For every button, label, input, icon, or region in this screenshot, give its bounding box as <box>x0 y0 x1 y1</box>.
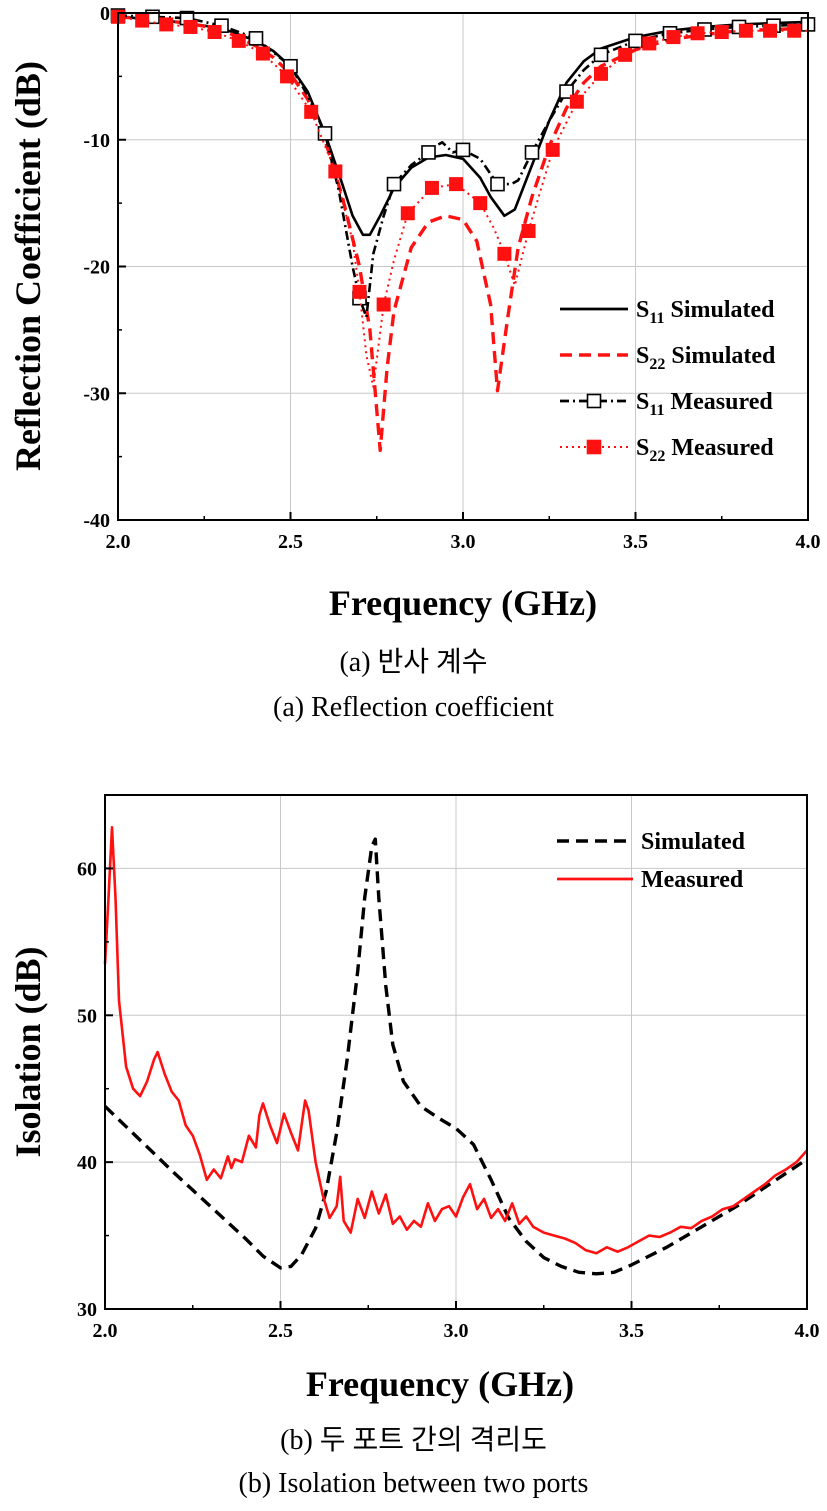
data-marker <box>304 104 319 119</box>
data-marker <box>642 36 657 51</box>
reflection-chart-ticks: 2.0 2.5 3.0 3.5 4.0 0 -10 -20 -30 -40 <box>83 3 820 553</box>
data-marker <box>424 180 439 195</box>
data-marker <box>524 145 540 160</box>
data-marker <box>666 30 681 45</box>
series-line-simulated <box>103 837 808 1276</box>
data-marker <box>738 23 753 38</box>
reflection-chart: 2.0 2.5 3.0 3.5 4.0 0 -10 -20 -30 -40 Frequency (… <box>8 3 821 623</box>
isolation-legend: Simulated Measured <box>557 829 746 893</box>
data-marker <box>135 13 150 28</box>
caption-a-korean: (a) 반사 계수 <box>339 647 488 678</box>
data-marker <box>594 66 608 81</box>
series-line-s11-measured <box>117 14 809 319</box>
data-marker <box>714 25 729 40</box>
y-tick-label: -10 <box>83 130 110 152</box>
y-tick-label: -20 <box>83 257 110 279</box>
y-tick-label: 50 <box>77 1005 97 1027</box>
isolation-y-axis-title: Isolation (dB) <box>8 946 48 1157</box>
data-marker <box>455 142 471 158</box>
data-marker <box>521 224 536 239</box>
isolation-chart-series <box>103 825 808 1276</box>
data-marker <box>159 17 174 32</box>
data-marker <box>328 164 343 179</box>
data-marker <box>248 31 264 46</box>
y-tick-label: -40 <box>83 510 110 532</box>
x-tick-label: 3.0 <box>451 531 476 553</box>
x-tick-label: 3.0 <box>444 1320 469 1342</box>
data-marker <box>449 177 464 192</box>
x-tick-label: 3.5 <box>623 531 648 553</box>
legend-label: Measured <box>641 867 744 893</box>
data-marker <box>497 246 512 261</box>
legend-marker <box>586 393 602 409</box>
legend-label: S11 Measured <box>636 389 773 419</box>
data-marker <box>690 26 705 41</box>
data-marker <box>376 297 391 312</box>
y-tick-label: -30 <box>83 383 110 405</box>
caption-b-english: (b) Isolation between two ports <box>238 1468 589 1499</box>
legend-label: S11 Simulated <box>636 297 775 327</box>
data-marker <box>593 47 609 63</box>
data-marker <box>183 19 198 34</box>
data-marker <box>400 206 415 221</box>
data-marker <box>317 126 333 141</box>
x-tick-label: 4.0 <box>795 1320 820 1342</box>
data-marker <box>352 284 367 299</box>
x-tick-label: 2.0 <box>106 531 131 553</box>
data-marker <box>386 176 402 192</box>
x-tick-label: 2.5 <box>278 531 303 553</box>
isolation-chart-ticks: 2.0 2.5 3.0 3.5 4.0 30 40 50 60 <box>77 858 820 1342</box>
y-tick-label: 60 <box>77 858 97 880</box>
y-tick-label: 30 <box>77 1299 97 1321</box>
data-marker <box>569 94 584 109</box>
legend-marker <box>586 439 602 455</box>
data-marker <box>280 69 295 84</box>
reflection-x-axis-title: Frequency (GHz) <box>329 583 597 623</box>
x-tick-label: 2.0 <box>93 1320 118 1342</box>
data-marker <box>490 176 505 192</box>
data-marker <box>255 46 270 61</box>
isolation-x-axis-title: Frequency (GHz) <box>306 1364 574 1404</box>
reflection-y-axis-title: Reflection Coefficient (dB) <box>8 61 48 471</box>
x-tick-label: 4.0 <box>796 531 821 553</box>
data-marker <box>763 23 778 38</box>
legend-label: Simulated <box>641 829 746 855</box>
series-line-measured <box>103 825 808 1255</box>
legend-label: S22 Measured <box>636 435 774 465</box>
legend-label: S22 Simulated <box>636 343 776 373</box>
data-marker <box>473 196 488 211</box>
data-marker <box>545 142 560 157</box>
y-tick-label: 40 <box>77 1152 97 1174</box>
data-marker <box>628 33 643 49</box>
x-tick-label: 2.5 <box>268 1320 293 1342</box>
y-tick-label: 0 <box>100 3 110 25</box>
data-marker <box>207 25 222 40</box>
data-marker <box>231 33 246 48</box>
reflection-legend: S11 Simulated S22 Simulated S11 Measured S2… <box>560 297 776 465</box>
data-marker <box>559 84 574 99</box>
x-tick-label: 3.5 <box>619 1320 644 1342</box>
data-marker <box>787 23 802 38</box>
caption-a-english: (a) Reflection coefficient <box>273 692 554 723</box>
caption-b-korean: (b) 두 포트 간의 격리도 <box>280 1425 547 1456</box>
data-marker <box>421 145 436 160</box>
data-marker <box>618 47 633 62</box>
